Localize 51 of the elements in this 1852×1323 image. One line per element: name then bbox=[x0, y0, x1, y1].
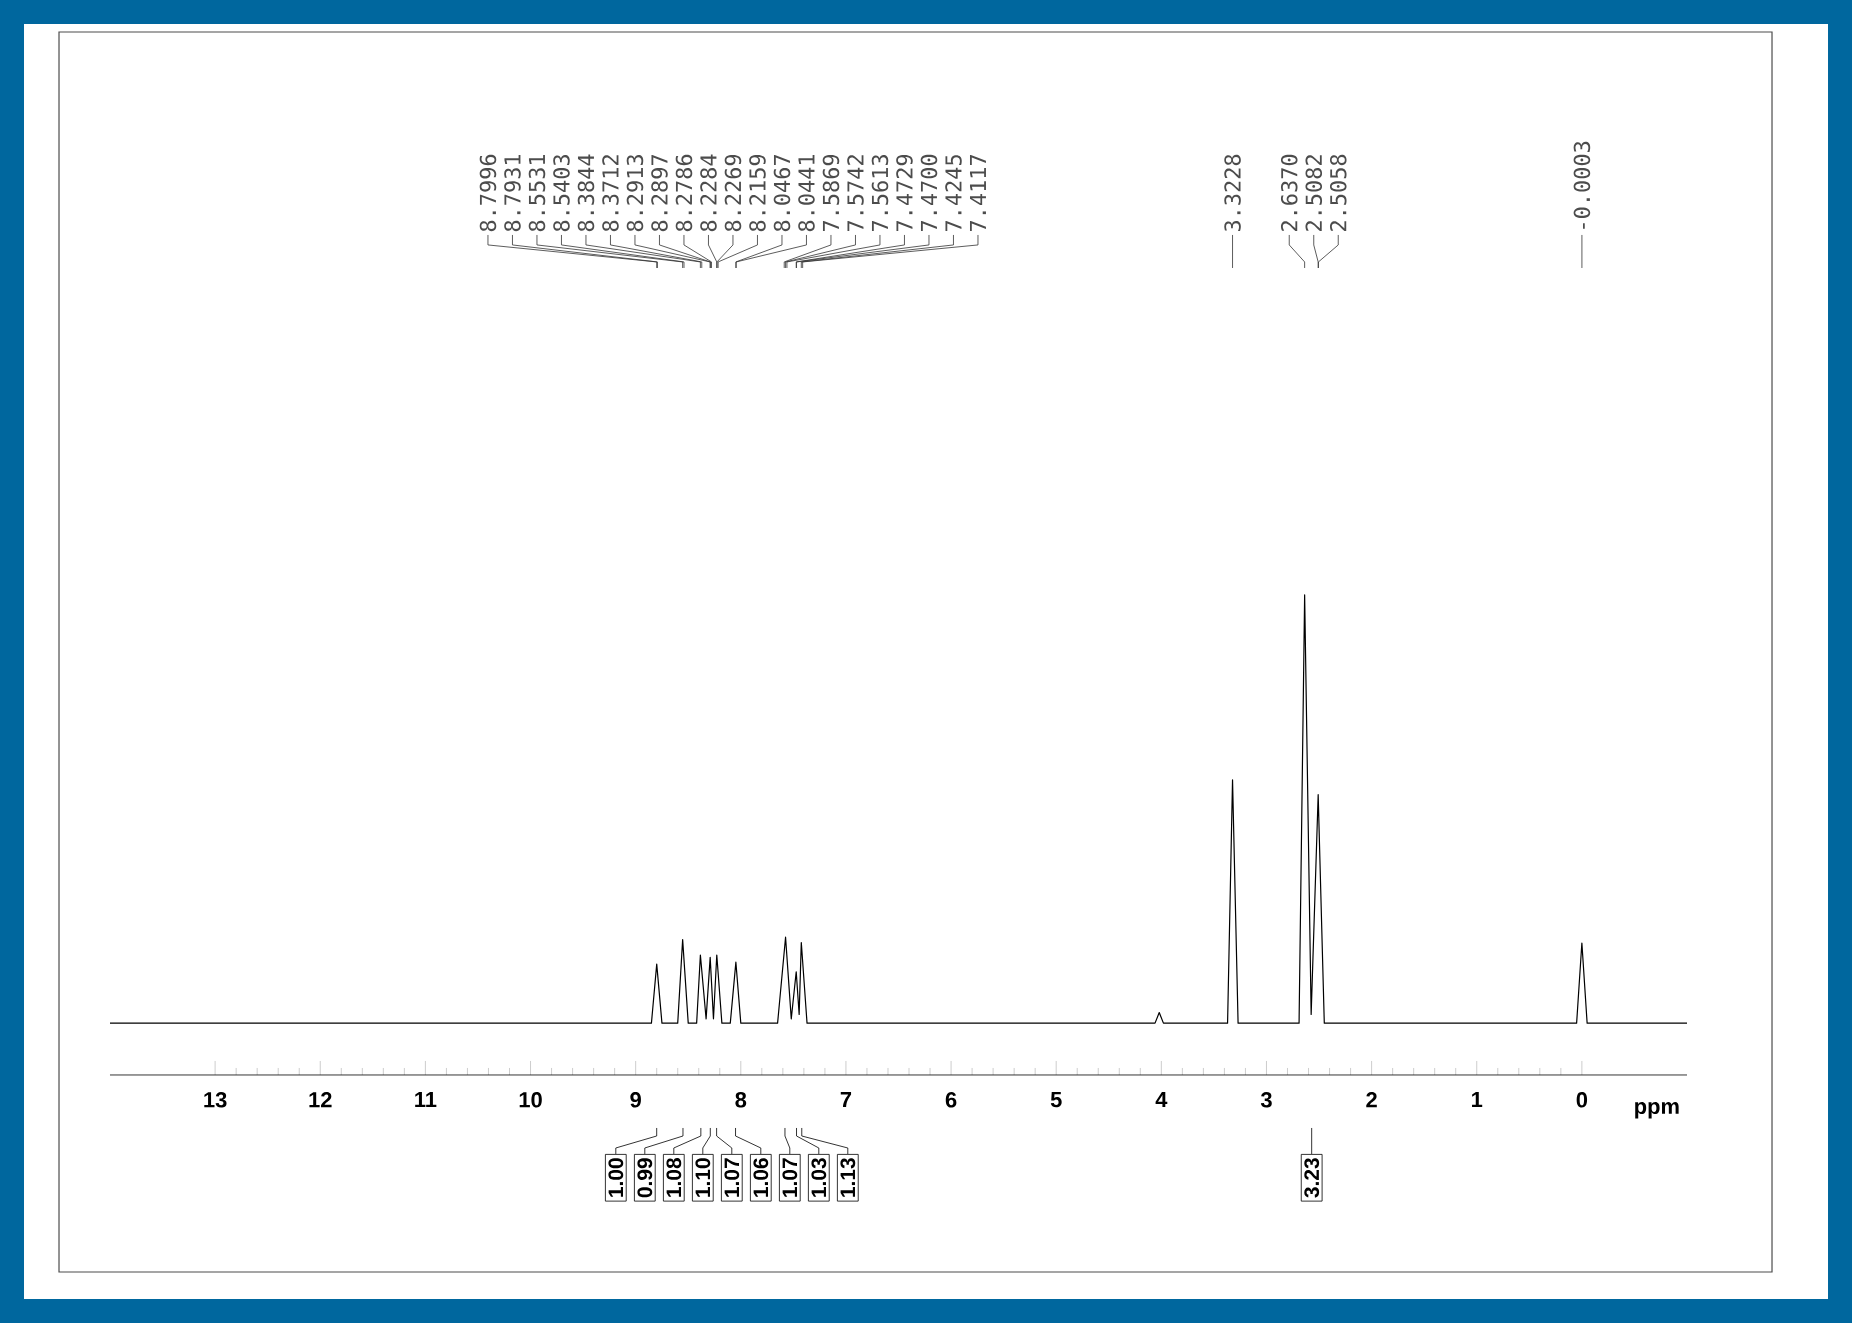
annotation: 8.3844 bbox=[577, 154, 595, 232]
annotation: 0.99 bbox=[637, 1158, 653, 1198]
annotation: 7.4117 bbox=[969, 155, 986, 232]
x-tick-label: 10 bbox=[519, 1092, 542, 1108]
annotation: 1.10 bbox=[695, 1158, 711, 1197]
annotation: 1.07 bbox=[782, 1158, 798, 1197]
annotation: 8.5403 bbox=[553, 155, 570, 232]
x-tick-label: 12 bbox=[309, 1092, 332, 1108]
x-tick-label: 3 bbox=[1260, 1092, 1272, 1108]
x-tick-label: 11 bbox=[415, 1092, 437, 1108]
annotation: 8.3712 bbox=[602, 155, 619, 232]
annotation: 8.5531 bbox=[528, 154, 546, 232]
annotation: 3.23 bbox=[1304, 1158, 1320, 1198]
x-tick-label: 13 bbox=[204, 1092, 227, 1108]
annotation: 8.2284 bbox=[700, 154, 717, 232]
annotation: 1.00 bbox=[608, 1158, 624, 1197]
annotation: 8.2913 bbox=[626, 155, 644, 232]
annotation: 1.06 bbox=[753, 1158, 769, 1197]
annotation: 3.3228 bbox=[1224, 154, 1241, 232]
annotation: 7.4245 bbox=[945, 155, 962, 232]
annotation: 2.5082 bbox=[1305, 155, 1323, 231]
annotation: 2.6370 bbox=[1280, 154, 1298, 231]
annotation: 8.2786 bbox=[675, 154, 693, 232]
x-tick-label: 4 bbox=[1155, 1092, 1168, 1108]
x-tick-label: 1 bbox=[1472, 1092, 1483, 1108]
annotation: 8.7931 bbox=[504, 154, 521, 232]
annotation: 7.5742 bbox=[847, 155, 864, 232]
annotation: 8.0441 bbox=[798, 154, 815, 232]
annotation: 8.2269 bbox=[724, 154, 742, 232]
annotation: 8.7996 bbox=[479, 154, 497, 232]
annotation: 1.03 bbox=[811, 1158, 827, 1197]
x-tick-label: 2 bbox=[1366, 1092, 1377, 1108]
annotation: 1.08 bbox=[666, 1158, 682, 1197]
x-tick-label: 0 bbox=[1576, 1092, 1588, 1108]
x-tick-label: 8 bbox=[735, 1092, 747, 1108]
annotation: 2.5058 bbox=[1329, 154, 1347, 231]
annotation: 8.2159 bbox=[749, 154, 766, 232]
x-tick-label: 9 bbox=[630, 1092, 641, 1108]
annotation: 1.07 bbox=[724, 1158, 740, 1197]
annotation: 7.4700 bbox=[920, 154, 938, 232]
x-tick-label: 6 bbox=[945, 1092, 957, 1108]
annotation: 7.5869 bbox=[822, 154, 840, 232]
annotation: 8.2897 bbox=[651, 155, 668, 232]
annotation: 7.5613 bbox=[871, 155, 889, 232]
x-tick-label: 7 bbox=[840, 1092, 852, 1108]
x-tick-label: 5 bbox=[1050, 1092, 1062, 1108]
annotation: -0.0003 bbox=[1573, 141, 1591, 229]
annotation: 1.13 bbox=[840, 1158, 856, 1197]
annotation: 8.0467 bbox=[773, 155, 791, 232]
annotation: 7.4729 bbox=[896, 154, 913, 232]
x-axis-title: ppm bbox=[1635, 1102, 1679, 1119]
